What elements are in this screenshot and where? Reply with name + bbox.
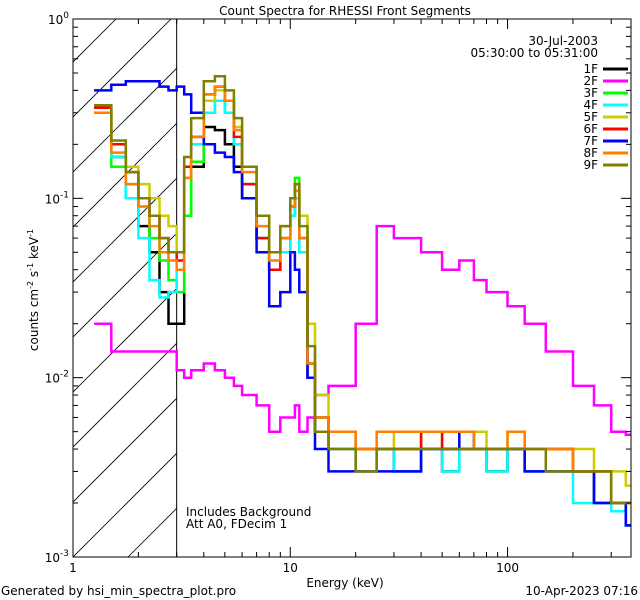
- hatch-lines: [0, 17, 640, 557]
- footer-generated-by: Generated by hsi_min_spectra_plot.pro: [1, 584, 236, 598]
- hatched-region: [0, 17, 640, 557]
- series-1F: [94, 106, 631, 527]
- x-tick-label: 1: [69, 561, 77, 575]
- annotation-background: Includes Background: [186, 505, 311, 519]
- series-6F: [94, 85, 631, 505]
- legend-label-2F: 2F: [583, 74, 598, 88]
- series-5F: [94, 89, 631, 487]
- plot-frame: [72, 18, 632, 558]
- legend-label-3F: 3F: [583, 86, 598, 100]
- hatch-line: [73, 67, 177, 173]
- time-range-label: 05:30:00 to 05:31:00: [471, 46, 598, 60]
- series-2F: [94, 224, 631, 437]
- hatch-line: [73, 232, 177, 338]
- hatch-line: [73, 452, 177, 557]
- legend-label-6F: 6F: [583, 122, 598, 136]
- axis-ticks: [72, 18, 631, 558]
- hatch-line: [568, 17, 640, 557]
- hatch-line: [73, 177, 177, 283]
- legend-label-9F: 9F: [583, 158, 598, 172]
- hatch-line: [513, 17, 640, 557]
- hatch-line: [73, 342, 177, 448]
- hatch-line: [73, 122, 177, 228]
- x-tick-label: 100: [496, 561, 519, 575]
- hatch-line: [73, 19, 117, 63]
- y-tick-label: 10-3: [45, 549, 69, 565]
- x-tick-label: 10: [283, 561, 298, 575]
- annotation-attenuator: Att A0, FDecim 1: [186, 517, 287, 531]
- series-3F: [94, 99, 631, 505]
- y-tick-labels: 100 10-1 10-2 10-3: [45, 11, 70, 565]
- x-axis-label: Energy (keV): [306, 576, 383, 590]
- y-axis-label: counts cm-2 s-1 keV-1: [26, 229, 41, 351]
- series-4F: [94, 99, 631, 527]
- x-tick-labels: 1 10 100: [69, 561, 519, 575]
- chart-title: Count Spectra for RHESSI Front Segments: [219, 4, 471, 18]
- legend-label-8F: 8F: [583, 146, 598, 160]
- legend-label-7F: 7F: [583, 134, 598, 148]
- y-tick-label: 100: [48, 11, 69, 27]
- series-8F: [94, 85, 631, 505]
- hatch-line: [73, 19, 172, 118]
- series-group: [94, 74, 631, 527]
- y-tick-label: 10-2: [45, 370, 69, 386]
- legend-label-5F: 5F: [583, 110, 598, 124]
- series-9F: [94, 74, 631, 505]
- date-label: 30-Jul-2003: [528, 34, 598, 48]
- hatch-line: [0, 17, 8, 557]
- y-tick-label: 10-1: [45, 190, 69, 206]
- hatch-line: [73, 397, 177, 503]
- hatch-line: [403, 17, 640, 557]
- hatch-line: [183, 17, 640, 557]
- series-7F: [94, 79, 631, 527]
- legend-label-1F: 1F: [583, 62, 598, 76]
- footer-timestamp: 10-Apr-2023 07:16: [525, 584, 638, 598]
- legend-label-4F: 4F: [583, 98, 598, 112]
